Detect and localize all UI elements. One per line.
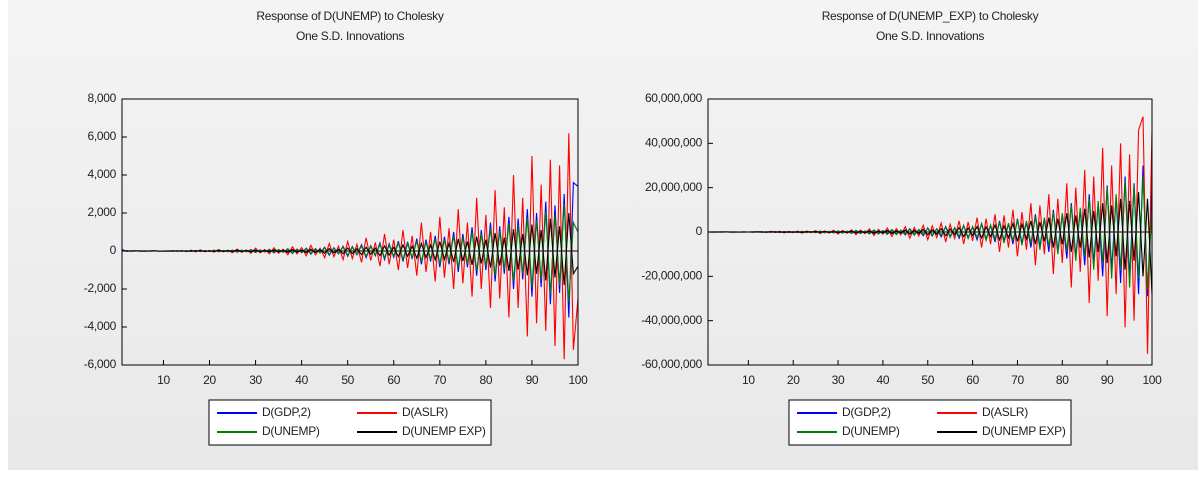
legend-label: D(UNEMP EXP): [402, 424, 486, 438]
legend-label: D(UNEMP): [262, 424, 320, 438]
x-tick-label: 30: [832, 373, 845, 387]
y-tick-label: 20,000,000: [645, 180, 703, 194]
y-tick-label: -4,000: [84, 319, 117, 333]
x-tick-label: 90: [526, 373, 539, 387]
series-line: [122, 212, 579, 286]
chart-title: Response of D(UNEMP) to Cholesky: [256, 9, 443, 23]
x-tick-label: 100: [568, 373, 588, 387]
legend-label: D(GDP,2): [842, 405, 891, 419]
legend-label: D(UNEMP EXP): [982, 424, 1066, 438]
background: [8, 0, 1198, 470]
legend-label: D(GDP,2): [262, 405, 311, 419]
chart-title: Response of D(UNEMP_EXP) to Cholesky: [822, 9, 1039, 23]
y-tick-label: -6,000: [84, 357, 117, 371]
y-tick-label: -40,000,000: [641, 313, 702, 327]
x-tick-label: 80: [1056, 373, 1069, 387]
x-tick-label: 100: [1142, 373, 1162, 387]
x-tick-label: 50: [921, 373, 934, 387]
x-tick-label: 40: [877, 373, 890, 387]
x-tick-label: 40: [295, 373, 308, 387]
y-tick-label: 2,000: [87, 205, 116, 219]
y-tick-label: 60,000,000: [645, 91, 703, 105]
y-tick-label: -60,000,000: [641, 357, 702, 371]
y-tick-label: 0: [696, 224, 703, 238]
x-tick-label: 30: [249, 373, 262, 387]
y-tick-label: 6,000: [87, 129, 116, 143]
legend-box: [208, 399, 492, 446]
y-tick-label: 4,000: [87, 167, 116, 181]
x-tick-label: 10: [157, 373, 170, 387]
x-tick-label: 60: [966, 373, 979, 387]
chart-title: One S.D. Innovations: [296, 29, 404, 43]
y-tick-label: -20,000,000: [641, 269, 702, 283]
x-tick-label: 80: [480, 373, 493, 387]
plot-frame: [121, 98, 579, 366]
legend-box: [788, 399, 1072, 446]
x-tick-label: 70: [433, 373, 446, 387]
x-tick-label: 70: [1011, 373, 1024, 387]
y-tick-label: 0: [110, 243, 117, 257]
legend-label: D(ASLR): [402, 405, 448, 419]
x-tick-label: 20: [787, 373, 800, 387]
x-tick-label: 60: [387, 373, 400, 387]
x-tick-label: 90: [1101, 373, 1114, 387]
legend-label: D(UNEMP): [842, 424, 900, 438]
chart-title: One S.D. Innovations: [876, 29, 984, 43]
x-tick-label: 20: [203, 373, 216, 387]
series-line: [708, 192, 1153, 295]
y-tick-label: 40,000,000: [645, 136, 703, 150]
legend-label: D(ASLR): [982, 405, 1028, 419]
y-tick-label: 8,000: [87, 91, 116, 105]
x-tick-label: 10: [742, 373, 755, 387]
y-tick-label: -2,000: [84, 281, 117, 295]
x-tick-label: 50: [341, 373, 354, 387]
